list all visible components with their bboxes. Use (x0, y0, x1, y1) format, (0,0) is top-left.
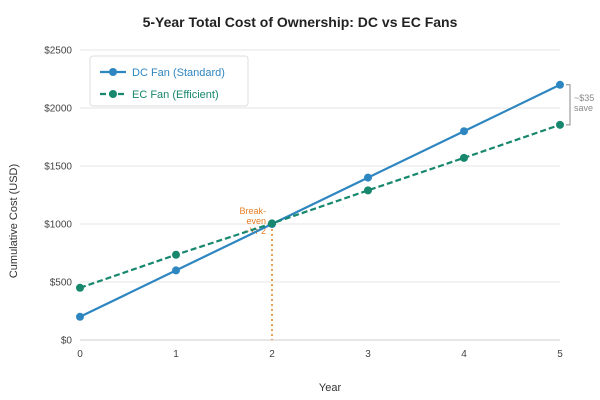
y-tick-label: $1500 (44, 162, 72, 173)
y-tick-label: $2500 (44, 46, 72, 57)
y-tick-label: $0 (61, 336, 73, 347)
series-line (79, 83, 561, 318)
y-tick-label: $1000 (44, 220, 72, 231)
chart-title: 5-Year Total Cost of Ownership: DC vs EC… (143, 14, 458, 30)
x-axis-label: Year (319, 382, 342, 394)
y-tick-label: $500 (50, 278, 73, 289)
series-group (76, 80, 564, 321)
legend-marker (109, 68, 117, 76)
x-tick-label: 2 (269, 349, 275, 360)
savings-label: save (574, 103, 593, 113)
breakeven-label: Break- (239, 206, 266, 216)
legend: DC Fan (Standard) EC Fan (Efficient) (89, 55, 249, 107)
data-point (172, 250, 180, 259)
axes: $0 $500 $1000 $1500 $2000 $2500 0 1 2 3 4 5 (44, 46, 563, 361)
y-tick-label: $2000 (44, 104, 72, 115)
data-point (76, 312, 84, 321)
data-point (460, 127, 468, 136)
data-point (172, 266, 180, 275)
data-point (556, 80, 564, 89)
series-line (79, 123, 561, 289)
x-tick-label: 0 (77, 349, 83, 360)
x-tick-label: 3 (365, 349, 371, 360)
data-point (364, 186, 372, 195)
y-axis-label: Cumulative Cost (USD) (8, 164, 20, 278)
data-point (364, 173, 372, 182)
data-point (76, 283, 84, 292)
savings-label: ~$35 (574, 93, 594, 103)
data-point (556, 120, 564, 129)
data-point (268, 219, 276, 228)
legend-marker (109, 90, 117, 98)
savings-bracket (566, 84, 571, 126)
x-tick-label: 4 (461, 349, 467, 360)
legend-label: DC Fan (Standard) (132, 67, 225, 79)
data-point (460, 153, 468, 162)
x-tick-label: 1 (173, 349, 179, 360)
x-tick-label: 5 (557, 349, 563, 360)
breakeven-label: even (246, 216, 266, 226)
legend-box (89, 55, 249, 107)
legend-label: EC Fan (Efficient) (132, 89, 219, 101)
